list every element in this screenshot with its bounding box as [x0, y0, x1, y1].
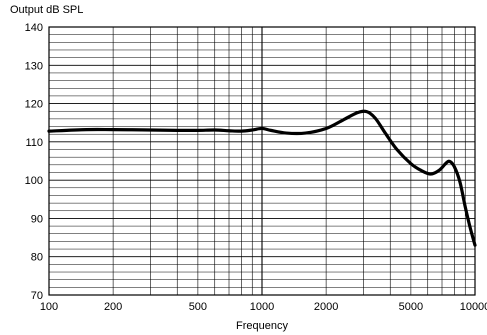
x-tick-label: 1000 [250, 301, 274, 313]
grid [49, 27, 475, 295]
y-tick-label: 120 [25, 99, 43, 111]
y-tick-label: 140 [25, 22, 43, 34]
y-tick-label: 90 [31, 213, 43, 225]
y-tick-label: 130 [25, 60, 43, 72]
y-tick-label: 70 [31, 290, 43, 302]
y-tick-label: 100 [25, 175, 43, 187]
plot-border [48, 26, 476, 296]
x-tick-label: 100 [40, 301, 58, 313]
y-tick-label: 110 [25, 137, 43, 149]
x-tick-label: 5000 [399, 301, 423, 313]
x-tick-label: 2000 [314, 301, 338, 313]
y-tick-label: 80 [31, 252, 43, 264]
y-axis-label: Output dB SPL [10, 4, 83, 16]
x-axis-label: Frequency [236, 320, 288, 332]
response-curve [47, 109, 477, 247]
x-tick-labels: 100 200 500 1000 2000 5000 10000 [40, 301, 487, 313]
x-tick-label: 500 [189, 301, 207, 313]
x-tick-label: 10000 [460, 301, 487, 313]
x-tick-label: 200 [104, 301, 122, 313]
y-tick-labels: 70 80 90 100 110 120 130 140 [25, 22, 43, 302]
series-group [47, 109, 477, 247]
plot-frame [48, 26, 476, 296]
